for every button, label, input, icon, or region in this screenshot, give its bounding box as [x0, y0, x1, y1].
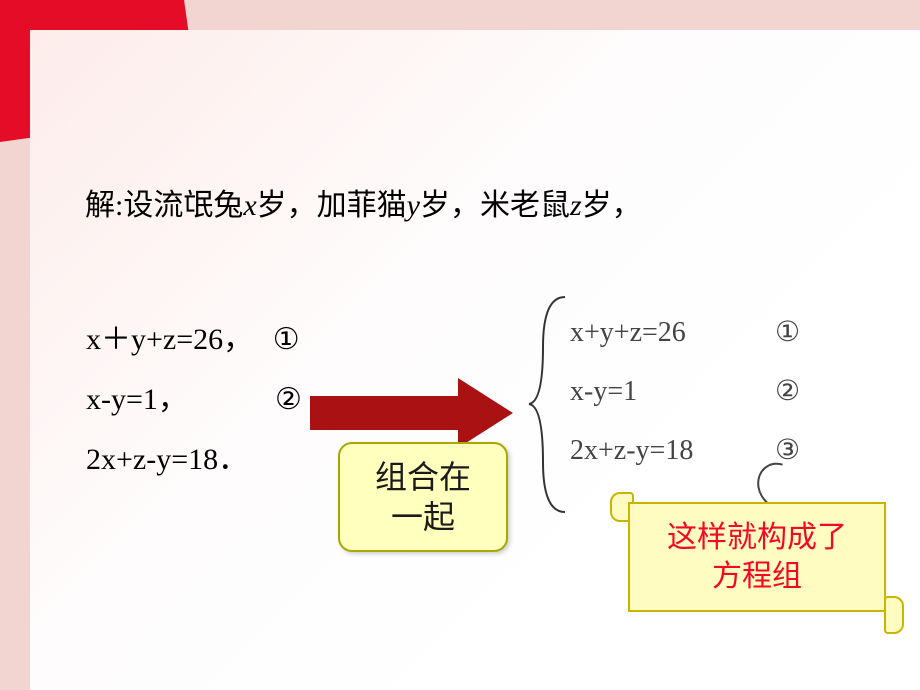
- header-age2: 岁，米老鼠: [420, 189, 570, 222]
- var-x: x: [243, 189, 256, 222]
- left-eq-3: 2x+z-y=18．: [86, 430, 306, 490]
- right-eq-2-num: ②: [775, 363, 800, 422]
- right-eq-2-expr: x-y=1: [570, 363, 775, 422]
- left-eq-2: x-y=1， ②: [86, 370, 306, 430]
- left-eq-1: x＋y+z=26， ①: [86, 310, 306, 370]
- scroll-roll-bottom: [884, 596, 904, 634]
- arrow-body: [310, 396, 460, 430]
- combine-label-box: 组合在 一起: [338, 442, 508, 552]
- header-age1: 岁，加菲猫: [257, 189, 407, 222]
- right-eq-1-expr: x+y+z=26: [570, 304, 775, 363]
- right-eq-1: x+y+z=26 ①: [570, 304, 800, 363]
- scroll-body: 这样就构成了 方程组: [628, 502, 886, 612]
- arrow-head: [458, 378, 513, 448]
- slide-content: 解:设流氓兔x岁，加菲猫y岁，米老鼠z岁， x＋y+z=26， ① x-y=1，…: [30, 30, 920, 690]
- header-prefix: 解:设流氓兔: [85, 189, 243, 222]
- left-eq-3-expr: 2x+z-y=18．: [86, 443, 248, 476]
- left-eq-1-expr: x＋y+z=26，: [86, 323, 253, 356]
- header-age3: 岁，: [582, 189, 642, 222]
- var-z: z: [570, 189, 582, 222]
- right-eq-3-expr: 2x+z-y=18: [570, 422, 775, 481]
- combine-label-line2: 一起: [391, 499, 455, 535]
- var-y: y: [407, 189, 420, 222]
- right-eq-2: x-y=1 ②: [570, 363, 800, 422]
- right-equations: x+y+z=26 ① x-y=1 ② 2x+z-y=18 ③: [570, 304, 800, 480]
- right-eq-1-num: ①: [775, 304, 800, 363]
- problem-setup-text: 解:设流氓兔x岁，加菲猫y岁，米老鼠z岁，: [85, 180, 642, 224]
- left-eq-2-num: ②: [270, 370, 306, 430]
- arrow-icon: [310, 378, 515, 448]
- scroll-line1: 这样就构成了: [667, 521, 847, 554]
- left-eq-2-expr: x-y=1，: [86, 383, 188, 416]
- left-brace-icon: [525, 292, 575, 517]
- left-equations: x＋y+z=26， ① x-y=1， ② 2x+z-y=18．: [86, 310, 306, 490]
- combine-label-line1: 组合在: [375, 459, 471, 495]
- conclusion-scroll: 这样就构成了 方程组: [608, 492, 908, 652]
- left-eq-1-num: ①: [268, 310, 304, 370]
- scroll-line2: 方程组: [712, 560, 802, 593]
